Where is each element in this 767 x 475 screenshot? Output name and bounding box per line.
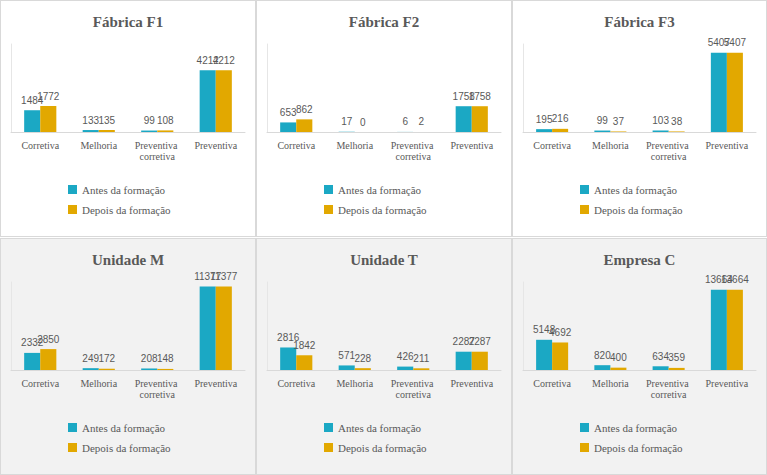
svg-text:148: 148 xyxy=(157,353,174,364)
svg-text:Corretiva: Corretiva xyxy=(277,378,315,389)
svg-text:208: 208 xyxy=(141,353,158,364)
svg-text:Empresa C: Empresa C xyxy=(604,252,676,268)
svg-text:37: 37 xyxy=(613,116,625,127)
svg-text:99: 99 xyxy=(144,115,156,126)
svg-text:Depois da formação: Depois da formação xyxy=(338,442,427,454)
svg-text:1758: 1758 xyxy=(469,91,492,102)
svg-text:corretiva: corretiva xyxy=(651,389,687,400)
svg-text:Melhoria: Melhoria xyxy=(592,378,629,389)
svg-text:820: 820 xyxy=(594,350,611,361)
svg-text:Preventiva: Preventiva xyxy=(194,140,237,151)
svg-text:359: 359 xyxy=(668,352,685,363)
svg-text:Depois da formação: Depois da formação xyxy=(82,442,171,454)
svg-text:862: 862 xyxy=(296,104,313,115)
svg-text:Melhoria: Melhoria xyxy=(80,140,117,151)
svg-text:Fábrica F1: Fábrica F1 xyxy=(93,14,163,30)
svg-text:Corretiva: Corretiva xyxy=(21,140,59,151)
svg-text:Corretiva: Corretiva xyxy=(533,378,571,389)
svg-text:Unidade M: Unidade M xyxy=(92,252,164,268)
svg-text:2: 2 xyxy=(419,116,425,127)
svg-text:Preventiva: Preventiva xyxy=(194,378,237,389)
svg-text:Melhoria: Melhoria xyxy=(336,378,373,389)
svg-text:249: 249 xyxy=(82,353,99,364)
svg-text:653: 653 xyxy=(280,107,297,118)
svg-text:571: 571 xyxy=(338,350,355,361)
svg-text:228: 228 xyxy=(354,353,371,364)
svg-text:0: 0 xyxy=(360,117,366,128)
svg-text:13664: 13664 xyxy=(721,274,749,285)
svg-text:135: 135 xyxy=(98,115,115,126)
svg-text:400: 400 xyxy=(610,352,627,363)
svg-text:Preventiva: Preventiva xyxy=(391,140,436,151)
svg-text:Melhoria: Melhoria xyxy=(592,140,629,151)
svg-text:Preventiva: Preventiva xyxy=(646,140,691,151)
svg-text:103: 103 xyxy=(652,115,669,126)
svg-text:Antes da formação: Antes da formação xyxy=(82,422,166,434)
svg-text:2850: 2850 xyxy=(37,334,60,345)
svg-text:Fábrica F2: Fábrica F2 xyxy=(349,14,419,30)
svg-text:426: 426 xyxy=(397,351,414,362)
svg-text:Antes da formação: Antes da formação xyxy=(338,184,422,196)
svg-text:5148: 5148 xyxy=(533,324,556,336)
svg-text:99: 99 xyxy=(597,115,609,126)
svg-text:Preventiva: Preventiva xyxy=(450,378,493,389)
svg-text:634: 634 xyxy=(652,351,669,362)
svg-text:211: 211 xyxy=(413,353,429,364)
svg-text:133: 133 xyxy=(82,115,99,126)
svg-text:1758: 1758 xyxy=(452,90,475,102)
svg-text:Preventiva: Preventiva xyxy=(705,140,748,151)
svg-text:1842: 1842 xyxy=(293,340,316,351)
svg-text:4212: 4212 xyxy=(196,54,219,66)
svg-text:6: 6 xyxy=(402,116,408,127)
svg-text:Antes da formação: Antes da formação xyxy=(338,422,422,434)
svg-text:Preventiva: Preventiva xyxy=(135,378,180,389)
svg-text:corretiva: corretiva xyxy=(139,151,175,162)
svg-text:13664: 13664 xyxy=(705,274,733,286)
svg-text:Depois da formação: Depois da formação xyxy=(82,204,171,216)
svg-text:172: 172 xyxy=(98,353,115,364)
svg-text:2287: 2287 xyxy=(469,336,492,347)
svg-text:Depois da formação: Depois da formação xyxy=(594,204,683,216)
svg-text:4212: 4212 xyxy=(213,55,236,66)
svg-text:11377: 11377 xyxy=(194,271,222,283)
svg-text:Depois da formação: Depois da formação xyxy=(338,204,427,216)
svg-text:1772: 1772 xyxy=(37,91,60,102)
svg-text:Antes da formação: Antes da formação xyxy=(82,184,166,196)
svg-text:2287: 2287 xyxy=(452,336,475,348)
svg-text:Corretiva: Corretiva xyxy=(21,378,59,389)
svg-text:Corretiva: Corretiva xyxy=(533,140,571,151)
svg-text:17: 17 xyxy=(341,116,353,127)
svg-text:corretiva: corretiva xyxy=(395,389,431,400)
svg-text:Fábrica F3: Fábrica F3 xyxy=(604,14,674,30)
svg-text:Corretiva: Corretiva xyxy=(277,140,315,151)
svg-text:195: 195 xyxy=(536,114,553,125)
svg-text:Preventiva: Preventiva xyxy=(135,140,180,151)
svg-text:Depois da formação: Depois da formação xyxy=(594,442,683,454)
svg-text:4692: 4692 xyxy=(549,327,572,338)
svg-text:Melhoria: Melhoria xyxy=(336,140,373,151)
svg-text:corretiva: corretiva xyxy=(651,151,687,162)
svg-text:Antes da formação: Antes da formação xyxy=(594,422,678,434)
svg-text:108: 108 xyxy=(157,115,174,126)
svg-text:corretiva: corretiva xyxy=(395,151,431,162)
svg-text:2332: 2332 xyxy=(21,337,44,349)
svg-text:Melhoria: Melhoria xyxy=(80,378,117,389)
svg-text:corretiva: corretiva xyxy=(139,389,175,400)
svg-text:11377: 11377 xyxy=(210,271,238,282)
svg-text:38: 38 xyxy=(671,116,683,127)
svg-text:Preventiva: Preventiva xyxy=(705,378,748,389)
svg-text:2816: 2816 xyxy=(277,332,300,343)
svg-text:Preventiva: Preventiva xyxy=(391,378,436,389)
svg-text:216: 216 xyxy=(552,113,569,124)
svg-text:Preventiva: Preventiva xyxy=(450,140,493,151)
svg-text:5407: 5407 xyxy=(707,37,730,49)
svg-text:5407: 5407 xyxy=(724,37,747,48)
svg-text:Preventiva: Preventiva xyxy=(646,378,691,389)
svg-text:1484: 1484 xyxy=(21,94,44,106)
svg-text:Antes da formação: Antes da formação xyxy=(594,184,678,196)
svg-text:Unidade T: Unidade T xyxy=(350,252,418,268)
